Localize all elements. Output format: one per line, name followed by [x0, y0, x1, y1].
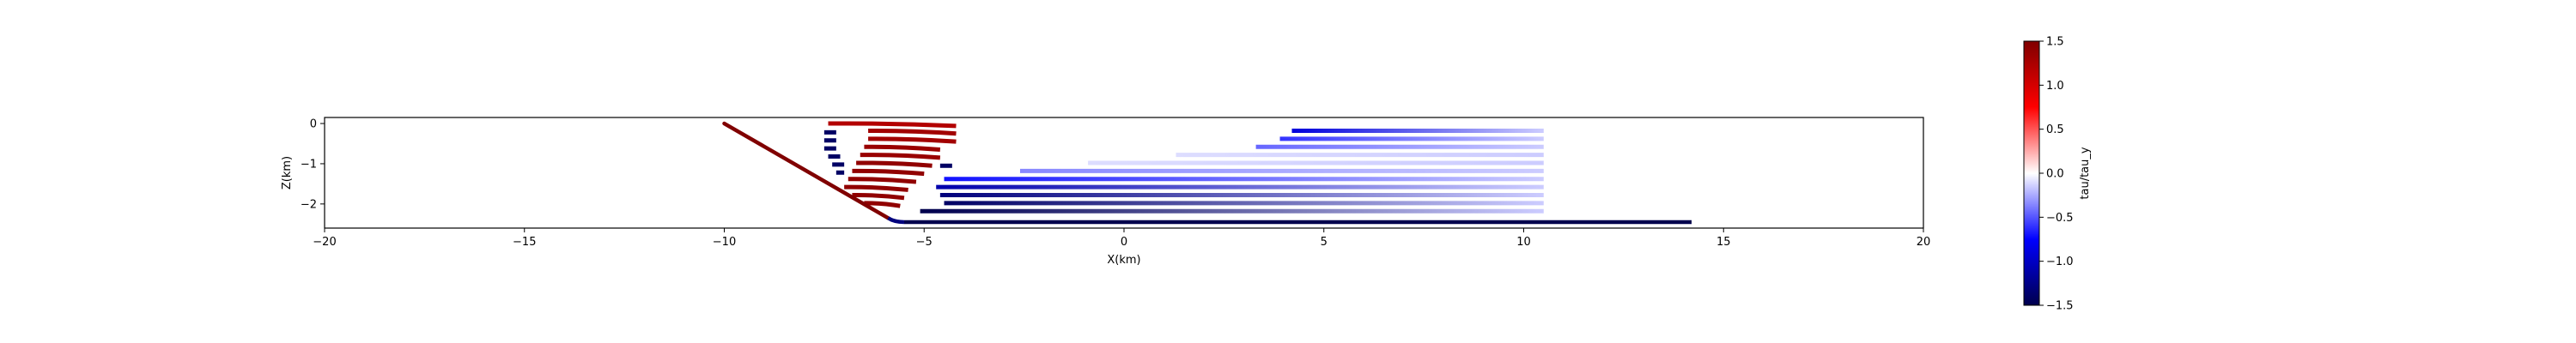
positive-strand	[868, 136, 957, 144]
positive-strand	[828, 121, 957, 129]
colorbar-tick-label: −1.5	[2046, 300, 2074, 313]
positive-strand	[864, 201, 901, 208]
x-tick-label: 15	[1716, 236, 1731, 249]
x-tick-label: −20	[313, 236, 336, 249]
x-axis: −20 −15 −10 −5 0 5 10 15 20	[313, 228, 1930, 249]
x-axis-label: X(km)	[1107, 254, 1140, 267]
positive-strand	[852, 168, 925, 177]
strands-layer	[823, 121, 1544, 214]
positive-strand	[848, 177, 917, 184]
x-tick-label: 10	[1516, 236, 1531, 249]
x-tick-label: 5	[1321, 236, 1327, 249]
colorbar-gradient	[2023, 40, 2040, 306]
fault-dipping-segment	[722, 121, 890, 220]
y-axis-label: Z(km)	[281, 156, 294, 190]
colorbar-tick-label: −1.0	[2046, 256, 2074, 268]
positive-strand	[864, 144, 941, 153]
plot-area	[324, 117, 1924, 229]
colorbar-tick-label: −0.5	[2046, 212, 2074, 225]
colorbar-ticks: 1.5 1.0 0.5 0.0 −0.5 −1.0 −1.5	[2039, 36, 2074, 313]
colorbar-tick-label: 1.0	[2046, 80, 2064, 93]
x-tick-label: 20	[1917, 236, 1931, 249]
x-tick-label: 0	[1121, 236, 1127, 249]
positive-strand	[860, 153, 941, 160]
x-tick-label: −5	[916, 236, 933, 249]
colorbar: 1.5 1.0 0.5 0.0 −0.5 −1.0 −1.5 tau/tau_y	[2023, 36, 2092, 313]
y-tick-label: 0	[310, 118, 317, 131]
colorbar-label: tau/tau_y	[2079, 147, 2092, 199]
y-tick-label: −2	[301, 198, 317, 211]
positive-strand	[868, 128, 957, 136]
x-tick-label: −15	[513, 236, 536, 249]
positive-strand	[856, 160, 933, 168]
x-tick-label: −10	[713, 236, 736, 249]
fault-bend-segment	[887, 216, 905, 225]
colorbar-tick-label: 1.5	[2046, 36, 2064, 49]
y-tick-label: −1	[301, 158, 317, 171]
positive-strand	[844, 184, 908, 192]
y-axis: 0 −1 −2	[301, 118, 325, 211]
colorbar-tick-label: 0.5	[2046, 123, 2064, 136]
fault-layer	[722, 121, 1692, 225]
colorbar-tick-label: 0.0	[2046, 168, 2064, 181]
positive-strand	[852, 193, 905, 201]
